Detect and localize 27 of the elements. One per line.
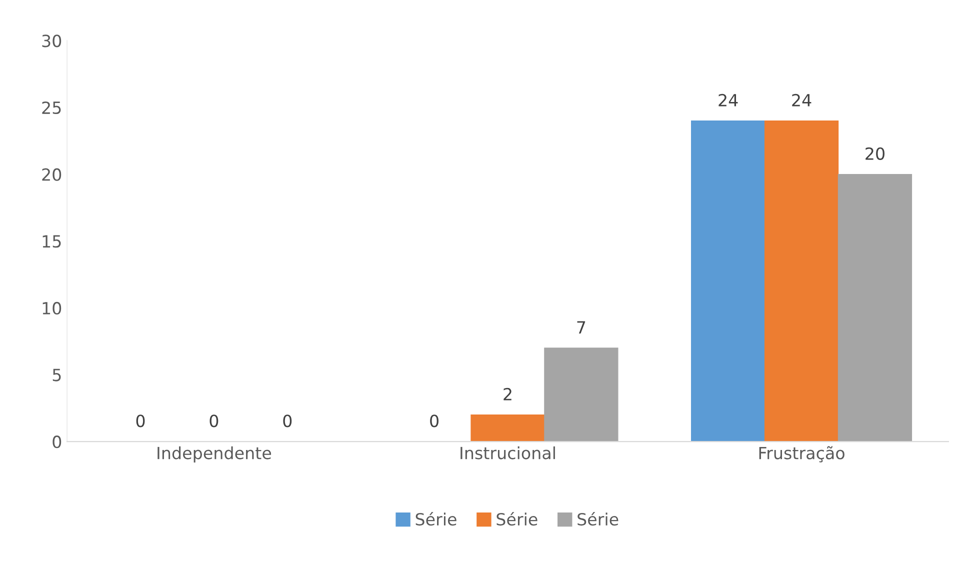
data-label: 24: [792, 94, 812, 106]
y-tick-label: 20: [42, 168, 62, 181]
legend-label: Série: [416, 512, 456, 526]
data-label: 7: [577, 321, 586, 334]
data-label: 20: [866, 147, 884, 160]
x-tick-label: Independente: [158, 446, 272, 463]
x-tick-label: Frustração: [759, 446, 844, 462]
y-tick-label: 25: [42, 101, 61, 114]
legend-label: Série: [578, 512, 618, 526]
x-tick-label: Instrucional: [460, 446, 555, 460]
y-tick-label: 15: [42, 235, 61, 248]
y-tick-label: 5: [52, 368, 61, 382]
y-tick-label: 10: [42, 302, 62, 314]
bar: [838, 174, 912, 442]
data-label: 2: [504, 388, 512, 400]
bar: [544, 348, 618, 442]
bar: [691, 120, 766, 442]
y-tick-label: 30: [42, 34, 62, 48]
data-label: 0: [136, 414, 145, 428]
y-tick-label: 0: [52, 436, 62, 448]
data-label: 0: [430, 414, 438, 428]
bar: [470, 414, 545, 442]
data-label: 0: [210, 414, 218, 428]
data-label: 24: [718, 94, 738, 106]
legend-label: Série: [496, 512, 538, 526]
bar: [764, 120, 839, 442]
data-label: 0: [283, 414, 292, 428]
